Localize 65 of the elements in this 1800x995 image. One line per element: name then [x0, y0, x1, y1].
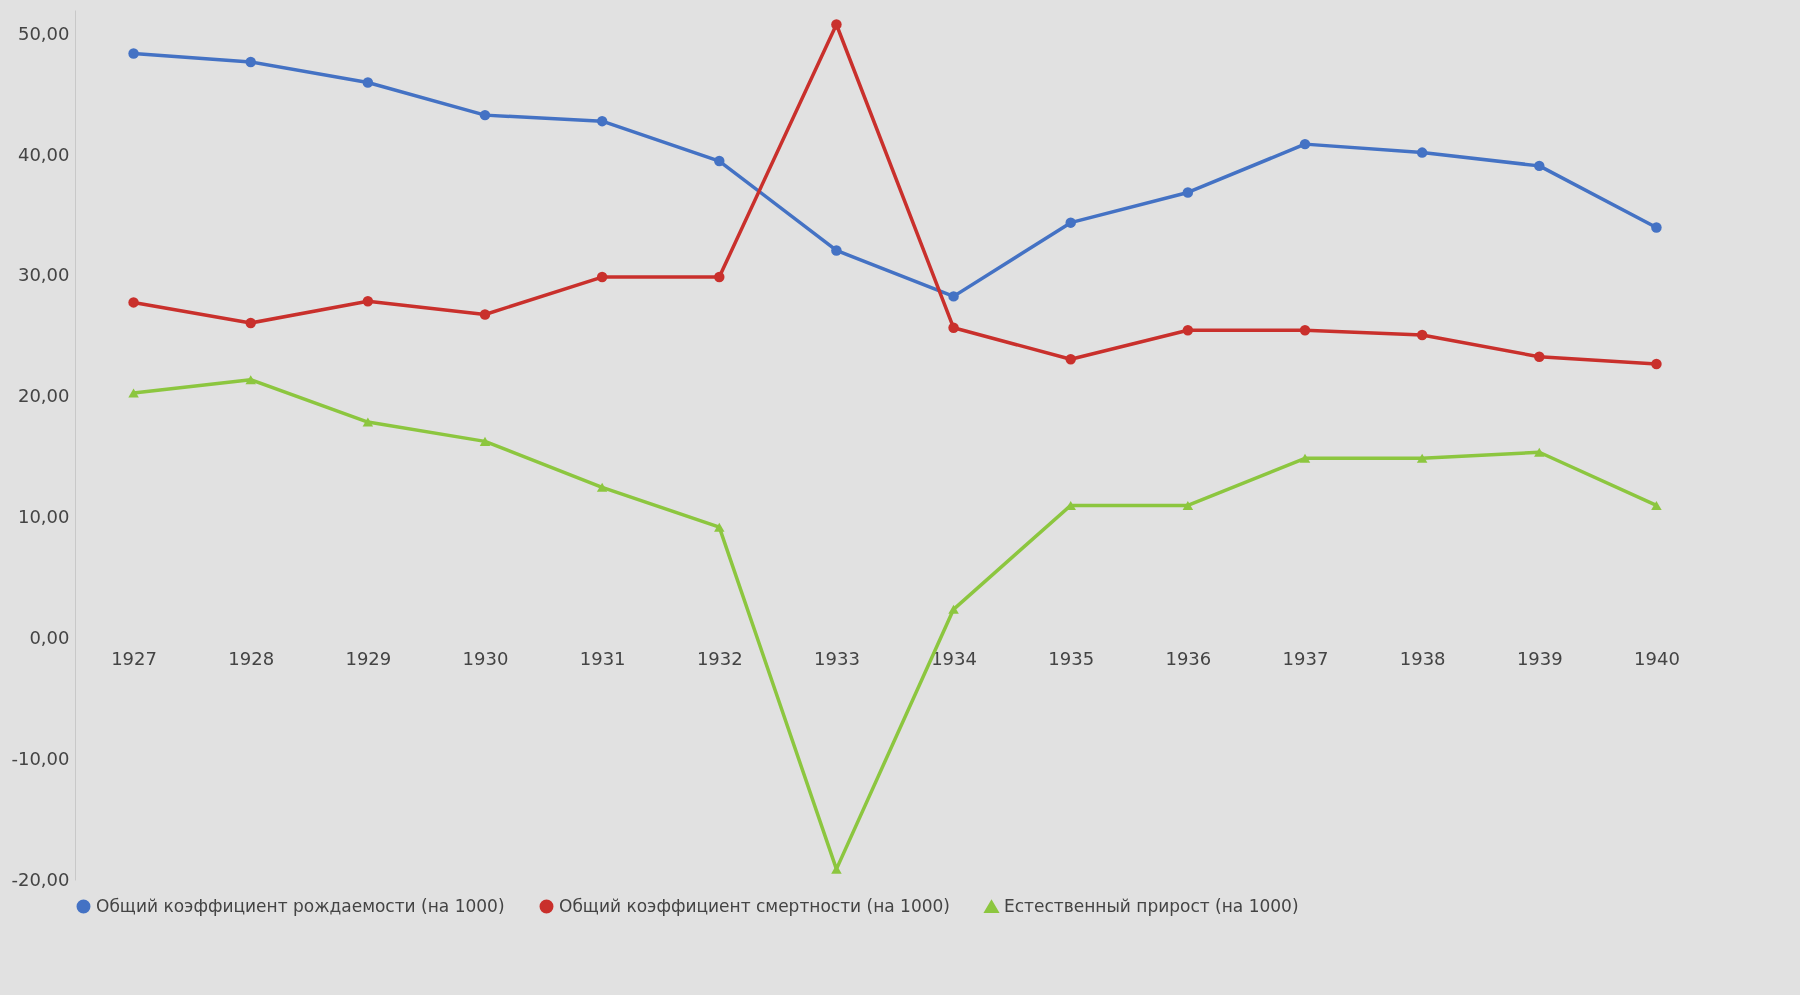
point [245, 317, 256, 329]
y-tick-label: 0,00 [29, 626, 70, 648]
point [1534, 447, 1545, 457]
x-tick-label: 1940 [1634, 647, 1680, 669]
point [1416, 329, 1428, 341]
y-tick-label: -10,00 [11, 747, 70, 769]
y-tick-label: -20,00 [11, 868, 70, 890]
x-tick-label: 1933 [814, 647, 860, 669]
point [1299, 138, 1311, 150]
legend-label: Общий коэффициент рождаемости (на 1000) [96, 895, 505, 916]
point [1534, 351, 1545, 363]
point [1182, 187, 1194, 198]
point [1416, 453, 1428, 463]
x-tick-label: 1932 [696, 647, 743, 669]
point [596, 271, 608, 283]
point [948, 604, 959, 614]
point [128, 48, 139, 59]
point [831, 245, 842, 256]
x-tick-label: 1935 [1048, 647, 1095, 669]
point [362, 417, 374, 427]
point [362, 77, 374, 88]
x-tick-label: 1931 [579, 647, 626, 669]
y-tick-label: 10,00 [17, 506, 70, 527]
point [1182, 324, 1194, 336]
point [1299, 324, 1311, 336]
x-tick-label: 1938 [1399, 647, 1446, 669]
x-tick-label: 1929 [345, 647, 392, 669]
point [1416, 147, 1428, 158]
x-tick-label: 1936 [1165, 647, 1212, 669]
x-tick-label: 1927 [111, 647, 157, 669]
point [948, 322, 959, 334]
point [1065, 217, 1076, 228]
y-tick-label: 30,00 [17, 264, 70, 286]
point [831, 19, 842, 30]
legend-label: Естественный прирост (на 1000) [1004, 895, 1299, 916]
x-tick-label: 1928 [228, 647, 275, 669]
legend-label: Общий коэффициент смертности (на 1000) [559, 895, 950, 916]
point [1651, 500, 1662, 510]
point [1065, 353, 1076, 365]
point [245, 375, 256, 385]
point [1182, 500, 1194, 510]
point [479, 309, 491, 320]
point [1534, 160, 1545, 172]
y-tick-label: 50,00 [17, 22, 70, 44]
point [948, 291, 959, 302]
point [596, 115, 608, 127]
point [1651, 222, 1662, 233]
point [479, 109, 491, 121]
x-tick-label: 1934 [931, 647, 977, 669]
point [128, 297, 139, 308]
point [245, 56, 256, 68]
point [1651, 358, 1662, 370]
y-tick-label: 40,00 [17, 143, 70, 165]
y-tick-label: 20,00 [17, 385, 70, 407]
x-tick-label: 1939 [1516, 647, 1563, 669]
point [1299, 453, 1311, 463]
point [128, 388, 139, 398]
point [714, 155, 725, 167]
point [479, 436, 491, 446]
x-tick-label: 1930 [462, 647, 509, 669]
point [362, 295, 374, 307]
point [714, 271, 725, 283]
point [596, 482, 608, 492]
point [714, 522, 725, 532]
x-tick-label: 1937 [1282, 647, 1329, 669]
